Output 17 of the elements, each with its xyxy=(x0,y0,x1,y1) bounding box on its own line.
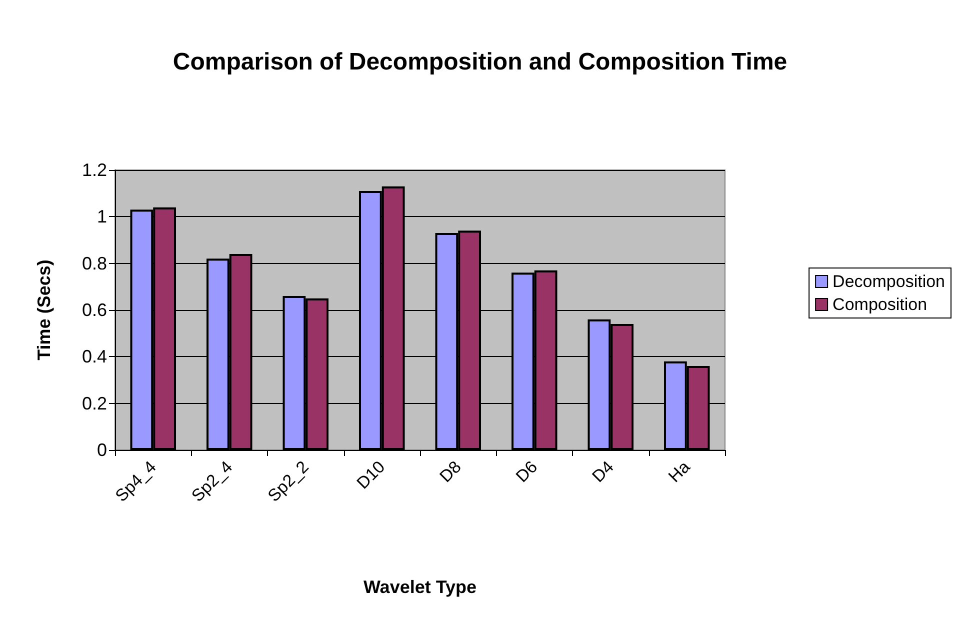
y-axis-title: Time (Secs) xyxy=(34,260,54,360)
y-tick-label: 1.2 xyxy=(82,160,107,180)
y-tick-label: 0.2 xyxy=(82,393,107,414)
x-tick-label: D6 xyxy=(512,457,542,486)
y-tick-label: 0 xyxy=(96,440,107,460)
x-axis-title: Wavelet Type xyxy=(363,577,477,597)
x-tick-label: Ha xyxy=(664,456,694,486)
y-tick-label: 0.4 xyxy=(82,346,107,367)
y-tick-label: 0.8 xyxy=(82,253,107,274)
legend-label: Decomposition xyxy=(832,272,946,291)
y-tick-label: 0.6 xyxy=(82,300,107,320)
legend-label: Composition xyxy=(832,295,928,314)
x-tick-label: D10 xyxy=(353,457,389,493)
x-tick-label: D4 xyxy=(588,457,618,486)
chart-title: Comparison of Decomposition and Composition Time xyxy=(172,48,788,76)
x-tick-label: D8 xyxy=(436,457,465,486)
y-tick-label: 1 xyxy=(96,206,107,227)
